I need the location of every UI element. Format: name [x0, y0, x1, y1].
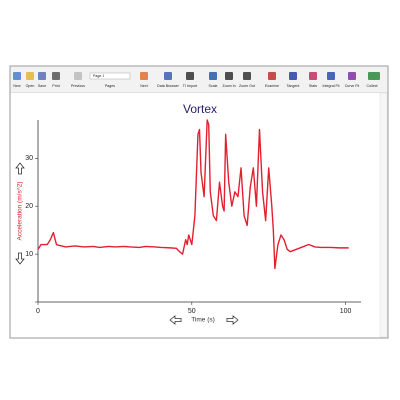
toolbar-button[interactable]: Tangent: [287, 72, 300, 88]
window: [9, 65, 389, 339]
x-axis-label: Time (s): [191, 317, 215, 324]
toolbar-button[interactable]: Print: [52, 72, 60, 88]
button-icon: [368, 72, 380, 80]
button-label: Tangent: [287, 84, 300, 88]
x-tick-label: 0: [36, 308, 40, 315]
button-label: Print: [52, 84, 59, 88]
chart-title: Vortex: [183, 102, 217, 116]
y-tick-label: 10: [25, 251, 33, 258]
toolbar-button[interactable]: Curve Fit: [345, 72, 360, 88]
button-label: Stats: [309, 84, 317, 88]
button-label: Data Browser: [157, 84, 180, 88]
button-icon: [243, 72, 251, 80]
button-label: Save: [38, 84, 46, 88]
button-icon: [13, 72, 21, 80]
page-select[interactable]: [89, 72, 131, 80]
toolbar-button[interactable]: Scale: [209, 72, 218, 88]
scroll-up-arrow[interactable]: [15, 162, 25, 175]
button-label: Zoom In: [222, 84, 235, 88]
button-icon: [348, 72, 356, 80]
scroll-right-arrow[interactable]: [226, 315, 239, 325]
toolbar-button[interactable]: Save: [38, 72, 46, 88]
y-tick-label: 30: [25, 155, 33, 162]
button-icon: [225, 72, 233, 80]
x-tick-label: 100: [340, 308, 352, 315]
button-label: Examine: [265, 84, 279, 88]
button-icon: [38, 72, 46, 80]
toolbar: [10, 66, 388, 93]
toolbar-button[interactable]: Previous: [71, 72, 85, 88]
scroll-left-arrow[interactable]: [169, 315, 182, 325]
button-label: New: [13, 84, 21, 88]
plot: 10 20 30 0 50 100: [25, 119, 361, 315]
button-label: Open: [26, 84, 35, 88]
data-line: [37, 119, 349, 270]
button-icon: [52, 72, 60, 80]
toolbar-button[interactable]: Pages: [105, 84, 115, 88]
button-icon: [309, 72, 317, 80]
button-icon: [164, 72, 172, 80]
y-tick-label: 20: [25, 203, 33, 210]
toolbar-button[interactable]: New: [13, 72, 21, 88]
toolbar-button[interactable]: Data Browser: [157, 72, 180, 88]
button-label: Collect: [367, 84, 378, 88]
x-tick-label: 50: [188, 308, 196, 315]
toolbar-button[interactable]: Open: [26, 72, 35, 88]
button-icon: [186, 72, 194, 80]
toolbar-button[interactable]: Collect: [367, 72, 381, 88]
toolbar-button[interactable]: Integral Fit: [323, 72, 340, 88]
button-label: Zoom Out: [239, 84, 255, 88]
toolbar-button[interactable]: Stats: [309, 72, 317, 88]
button-icon: [140, 72, 148, 80]
toolbar-button[interactable]: Examine: [265, 72, 279, 88]
button-label: Pages: [105, 84, 115, 88]
toolbar-button[interactable]: Zoom Out: [239, 72, 255, 88]
button-icon: [327, 72, 335, 80]
button-label: Integral Fit: [323, 84, 340, 88]
button-icon: [268, 72, 276, 80]
button-label: TI Import: [183, 84, 197, 88]
toolbar-button[interactable]: TI Import: [183, 72, 197, 88]
button-icon: [209, 72, 217, 80]
button-icon: [26, 72, 34, 80]
button-icon: [289, 72, 297, 80]
button-label: Scale: [209, 84, 218, 88]
y-axis-label: Acceleration (m/s^2): [17, 181, 24, 240]
scroll-down-arrow[interactable]: [15, 252, 25, 265]
toolbar-button[interactable]: Zoom In: [222, 72, 236, 88]
button-label: Previous: [71, 84, 85, 88]
toolbar-buttons: New Open Save Print Previous Pages Next Data Br…: [13, 72, 380, 88]
button-label: Curve Fit: [345, 84, 360, 88]
toolbar-button[interactable]: Next: [140, 72, 148, 88]
page-select-label: Page 1: [93, 74, 104, 78]
button-label: Next: [140, 84, 147, 88]
scrollbar[interactable]: [379, 92, 388, 338]
button-icon: [74, 72, 82, 80]
